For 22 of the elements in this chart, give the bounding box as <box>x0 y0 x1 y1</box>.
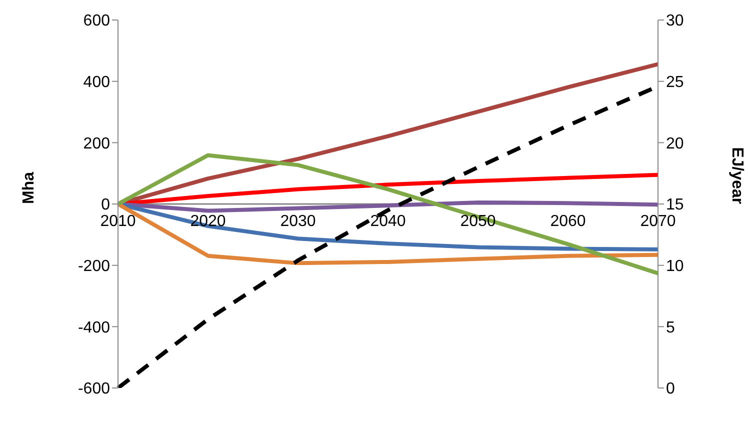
y2-tick-label: 25 <box>666 74 684 92</box>
y2-tick-label: 10 <box>666 258 684 276</box>
y2-tick-label: 15 <box>666 196 684 214</box>
x-tick-label: 2010 <box>100 213 136 230</box>
y-tick-label: 600 <box>83 12 110 30</box>
x-tick-label: 2040 <box>370 213 406 230</box>
y-tick-label: -600 <box>78 380 110 398</box>
y2-tick-label: 30 <box>666 12 684 30</box>
x-tick-label: 2050 <box>460 213 496 230</box>
x-tick-label: 2030 <box>280 213 316 230</box>
y-tick-label: 400 <box>83 74 110 92</box>
y-tick-label: 0 <box>101 196 110 214</box>
x-tick-label: 2060 <box>550 213 586 230</box>
y-tick-label: -400 <box>78 319 110 336</box>
y2-tick-label: 5 <box>666 319 675 336</box>
y-axis-title: Mha <box>20 172 38 204</box>
y-tick-label: 200 <box>83 135 110 152</box>
y2-axis-title: EJ/year <box>728 147 746 204</box>
y-tick-label: -200 <box>78 258 110 276</box>
y2-tick-label: 20 <box>666 135 684 152</box>
y2-tick-label: 0 <box>666 380 675 398</box>
x-tick-label: 2070 <box>640 213 676 230</box>
